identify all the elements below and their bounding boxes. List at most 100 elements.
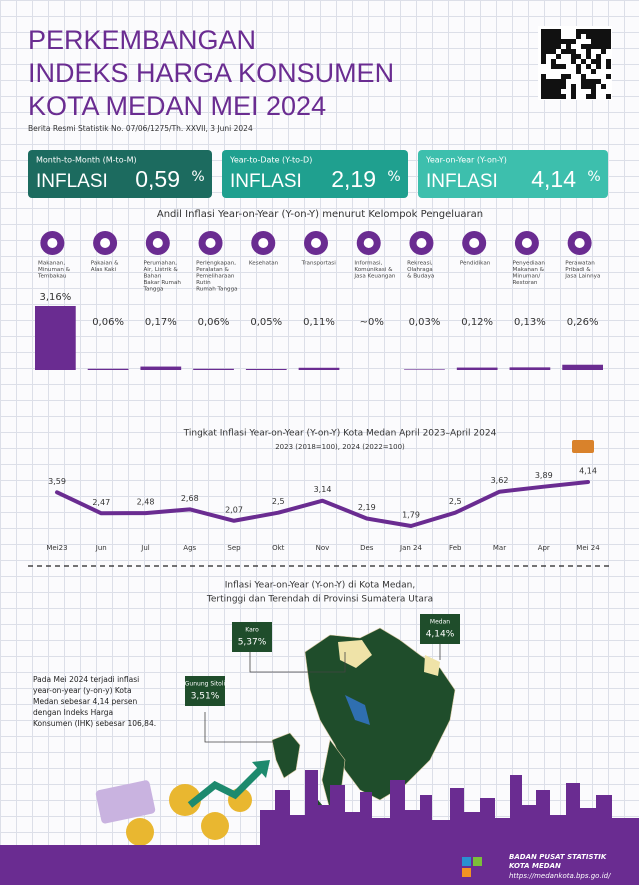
qr-cell	[571, 54, 576, 59]
subtitle: Berita Resmi Statistik No. 07/06/1275/Th…	[28, 124, 253, 133]
inflation-box	[222, 150, 408, 198]
qr-cell	[591, 89, 596, 94]
qr-cell	[596, 29, 601, 34]
bar	[404, 369, 445, 370]
category-label: Transportasi	[301, 261, 337, 267]
category-label: Pribadi &	[565, 267, 591, 273]
category-label: Peralatan &	[196, 267, 229, 273]
qr-cell	[606, 94, 611, 99]
qr-cell	[591, 29, 596, 34]
qr-cell	[576, 29, 581, 34]
x-tick-label: Jan 24	[399, 544, 422, 552]
value-label: 0,11%	[303, 317, 335, 328]
truck-icon	[572, 440, 594, 453]
qr-cell	[596, 44, 601, 49]
value-label: 0,26%	[567, 317, 599, 328]
inflation-name: INFLASI	[36, 171, 108, 192]
value-label: 0,06%	[198, 317, 230, 328]
qr-cell	[546, 84, 551, 89]
qr-cell	[541, 54, 546, 59]
value-label: 2,07	[225, 505, 243, 514]
category-label: Perlengkapan,	[196, 261, 236, 267]
qr-cell	[546, 39, 551, 44]
category-icon-inner	[47, 238, 58, 248]
place-value: 4,14%	[426, 630, 455, 640]
place-box	[232, 622, 272, 652]
qr-cell	[556, 89, 561, 94]
category-label: Informasi,	[354, 261, 382, 267]
agency-url: https://medankota.bps.go.id/	[509, 872, 611, 880]
category-label: Rekreasi,	[407, 261, 433, 267]
qr-cell	[546, 94, 551, 99]
category-icon-inner	[100, 238, 111, 248]
inflation-value: 4,14	[531, 166, 576, 192]
inflation-name: INFLASI	[426, 171, 498, 192]
qr-cell	[591, 39, 596, 44]
qr-cell	[546, 29, 551, 34]
qr-cell	[591, 59, 596, 64]
category-icon-inner	[416, 238, 427, 248]
qr-cell	[606, 74, 611, 79]
place-box	[185, 676, 225, 706]
category-label: Minuman &	[38, 267, 71, 273]
regional-title: Inflasi Year-on-Year (Y-on-Y) di Kota Me…	[225, 581, 415, 591]
category-icon-inner	[205, 238, 216, 248]
value-label: 3,16%	[39, 292, 71, 303]
qr-cell	[571, 49, 576, 54]
x-tick-label: Jul	[140, 544, 150, 552]
place-value: 3,51%	[191, 692, 220, 702]
inflation-value: 0,59	[135, 166, 180, 192]
qr-cell	[601, 34, 606, 39]
qr-cell	[556, 79, 561, 84]
qr-cell	[541, 44, 546, 49]
note-line: year-on-year (y-on-y) Kota	[33, 686, 132, 695]
qr-cell	[556, 44, 561, 49]
qr-cell	[561, 64, 566, 69]
qr-cell	[586, 29, 591, 34]
inflation-label: Year-on-Year (Y-on-Y)	[425, 156, 507, 165]
qr-cell	[591, 84, 596, 89]
qr-cell	[581, 84, 586, 89]
value-label: 0,06%	[92, 317, 124, 328]
value-label: 2,47	[92, 498, 110, 507]
inflation-box	[418, 150, 608, 198]
qr-cell	[541, 49, 546, 54]
qr-cell	[546, 49, 551, 54]
qr-cell	[606, 39, 611, 44]
category-label: Pendidikan	[460, 261, 491, 267]
qr-cell	[546, 89, 551, 94]
money-decoration	[95, 760, 270, 846]
category-icon-inner	[311, 238, 321, 248]
qr-cell	[556, 84, 561, 89]
qr-cell	[606, 34, 611, 39]
inflation-label: Year-to-Date (Y-to-D)	[229, 156, 312, 165]
value-label: 2,5	[272, 497, 285, 506]
x-tick-label: Okt	[272, 544, 285, 552]
bar	[245, 368, 287, 370]
category-label: Rutin	[196, 280, 211, 286]
qr-cell	[591, 79, 596, 84]
category-label: Kesehatan	[249, 261, 279, 267]
qr-cell	[606, 59, 611, 64]
qr-cell	[566, 49, 571, 54]
qr-cell	[601, 49, 606, 54]
inflation-value: 2,19	[331, 166, 376, 192]
inflation-unit: %	[387, 169, 400, 185]
qr-cell	[571, 39, 576, 44]
qr-cell	[556, 64, 561, 69]
bar	[140, 366, 182, 370]
x-tick-label: Des	[360, 544, 374, 552]
qr-cell	[566, 74, 571, 79]
category-label: Restoran	[513, 280, 538, 286]
value-label: 0,03%	[409, 317, 441, 328]
x-tick-label: Jun	[95, 544, 107, 552]
value-label: 1,79	[402, 511, 420, 520]
qr-cell	[551, 59, 556, 64]
category-label: Komunikasi &	[354, 267, 393, 273]
qr-cell	[541, 29, 546, 34]
x-tick-label: Ags	[183, 544, 196, 552]
qr-cell	[606, 64, 611, 69]
qr-cell	[541, 89, 546, 94]
